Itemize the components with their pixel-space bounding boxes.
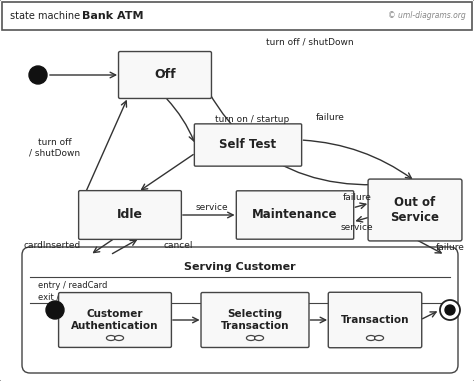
Ellipse shape <box>374 336 383 341</box>
Text: © uml-diagrams.org: © uml-diagrams.org <box>388 11 466 21</box>
Ellipse shape <box>115 336 124 341</box>
Text: Off: Off <box>154 69 176 82</box>
Text: cancel: cancel <box>163 240 193 250</box>
Circle shape <box>46 301 64 319</box>
FancyBboxPatch shape <box>201 293 309 347</box>
Text: Serving Customer: Serving Customer <box>184 262 296 272</box>
FancyBboxPatch shape <box>59 293 172 347</box>
FancyBboxPatch shape <box>194 124 301 166</box>
Text: state machine: state machine <box>10 11 80 21</box>
Text: Out of
Service: Out of Service <box>391 196 439 224</box>
Circle shape <box>440 300 460 320</box>
Text: entry / readCard: entry / readCard <box>38 280 108 290</box>
Text: failure: failure <box>316 114 345 123</box>
Text: Idle: Idle <box>117 208 143 221</box>
Text: service: service <box>341 224 374 232</box>
Text: turn off
/ shutDown: turn off / shutDown <box>29 138 81 158</box>
Text: exit / ejectCard: exit / ejectCard <box>38 293 102 301</box>
Ellipse shape <box>366 336 375 341</box>
Text: failure: failure <box>343 194 372 202</box>
Text: Selecting
Transaction: Selecting Transaction <box>221 309 289 331</box>
Text: Maintenance: Maintenance <box>252 208 338 221</box>
Text: turn on / startup: turn on / startup <box>215 115 289 125</box>
Text: Bank ATM: Bank ATM <box>82 11 144 21</box>
Text: Transaction: Transaction <box>341 315 409 325</box>
FancyBboxPatch shape <box>237 191 354 239</box>
Text: service: service <box>196 202 228 211</box>
FancyBboxPatch shape <box>328 292 422 348</box>
Ellipse shape <box>246 336 255 341</box>
Bar <box>2 2 472 30</box>
Text: Self Test: Self Test <box>219 139 276 152</box>
Ellipse shape <box>107 336 116 341</box>
Circle shape <box>445 305 455 315</box>
Text: cardInserted: cardInserted <box>23 240 81 250</box>
Ellipse shape <box>255 336 264 341</box>
Circle shape <box>29 66 47 84</box>
Text: turn off / shutDown: turn off / shutDown <box>266 37 354 46</box>
Text: failure: failure <box>436 242 465 251</box>
FancyBboxPatch shape <box>368 179 462 241</box>
Text: Customer
Authentication: Customer Authentication <box>71 309 159 331</box>
FancyBboxPatch shape <box>79 190 182 239</box>
FancyBboxPatch shape <box>118 51 211 98</box>
FancyBboxPatch shape <box>22 247 458 373</box>
